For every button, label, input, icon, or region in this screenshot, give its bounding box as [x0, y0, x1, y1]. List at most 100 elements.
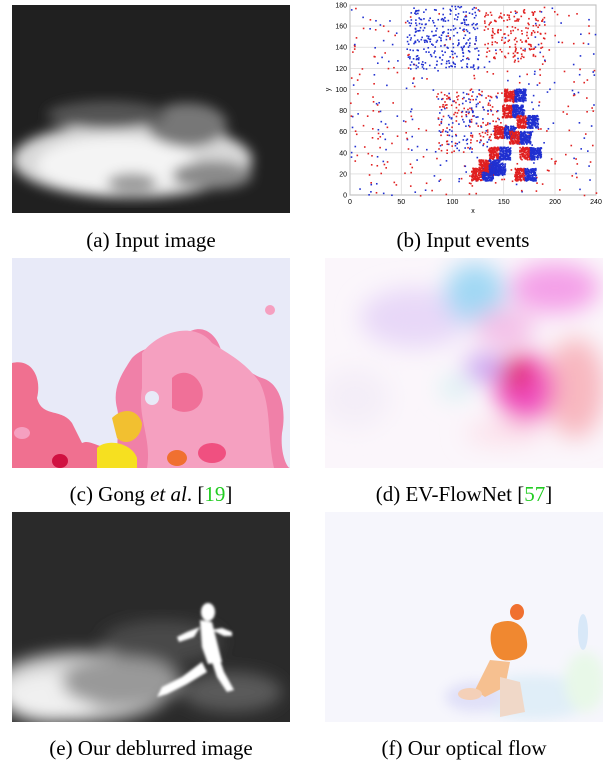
event-point [532, 115, 535, 118]
event-point [515, 179, 517, 182]
event-point [522, 112, 525, 114]
event-point [509, 148, 511, 150]
event-point [512, 112, 515, 115]
event-point [524, 147, 527, 149]
event-point [522, 49, 525, 52]
event-point [493, 147, 496, 150]
event-point [514, 26, 517, 29]
event-point [457, 95, 460, 97]
event-point [426, 35, 428, 37]
event-point [533, 116, 536, 119]
event-point [511, 93, 514, 96]
event-point [536, 120, 539, 123]
event-point [455, 14, 457, 16]
event-point [502, 158, 505, 161]
event-point [518, 91, 520, 94]
event-point [487, 95, 490, 97]
event-point [455, 115, 458, 118]
caption-e-text: (e) Our deblurred image [49, 736, 253, 760]
event-point [503, 178, 506, 181]
event-point [416, 159, 418, 161]
event-point [523, 11, 525, 14]
event-point [501, 167, 504, 169]
event-point [386, 161, 389, 163]
event-point [512, 126, 514, 128]
event-point [529, 131, 532, 133]
deblurred-image-panel [12, 512, 290, 722]
event-point [391, 194, 393, 197]
event-point [434, 150, 437, 153]
event-point [406, 40, 409, 43]
event-point [421, 77, 423, 79]
event-point [529, 141, 532, 143]
event-point [501, 135, 504, 138]
event-point [508, 96, 510, 98]
event-point [502, 146, 505, 149]
event-point [392, 102, 394, 104]
event-point [536, 148, 539, 151]
event-point [477, 50, 480, 52]
event-point [472, 115, 474, 117]
event-point [488, 167, 491, 169]
event-point [478, 54, 480, 57]
event-point [592, 110, 595, 112]
event-point [506, 127, 509, 130]
event-point [374, 55, 376, 58]
event-point [518, 126, 520, 129]
event-point [500, 169, 502, 172]
event-point [419, 29, 421, 32]
event-point [508, 14, 511, 17]
event-point [530, 172, 533, 175]
event-point [473, 6, 476, 9]
event-point [353, 48, 356, 50]
event-point [424, 189, 427, 191]
y-tick-label: 20 [339, 171, 347, 178]
event-point [522, 119, 525, 121]
event-point [429, 17, 431, 20]
event-point [485, 167, 488, 170]
event-point [539, 156, 541, 158]
event-point [484, 175, 486, 177]
event-point [531, 101, 533, 104]
event-point [504, 163, 507, 165]
event-point [479, 139, 482, 141]
event-point [461, 22, 464, 24]
event-point [446, 152, 448, 155]
event-point [521, 125, 524, 127]
event-point [504, 55, 506, 58]
event-point [476, 23, 478, 25]
event-point [440, 45, 442, 47]
event-point [505, 114, 508, 117]
event-point [396, 135, 399, 138]
event-point [589, 161, 592, 163]
event-point [462, 55, 465, 58]
event-point [498, 163, 500, 166]
event-point [446, 46, 449, 49]
event-point [514, 46, 517, 48]
event-point [463, 30, 465, 33]
event-point [515, 96, 518, 99]
event-point [377, 128, 380, 131]
event-point [508, 105, 510, 108]
event-point [441, 144, 443, 146]
event-point [463, 21, 466, 24]
event-point [505, 124, 507, 127]
citation-link-57[interactable]: 57 [524, 482, 546, 506]
event-point [487, 165, 490, 167]
event-point [523, 91, 526, 94]
citation-link-19[interactable]: 19 [204, 482, 226, 506]
event-point [472, 171, 475, 174]
event-point [518, 116, 521, 119]
event-point [534, 17, 537, 20]
event-point [502, 163, 505, 166]
event-point [502, 131, 504, 134]
event-point [518, 174, 521, 177]
event-point [489, 99, 491, 102]
event-point [535, 178, 537, 180]
event-point [495, 52, 498, 55]
event-point [578, 122, 581, 124]
event-point [482, 175, 484, 178]
event-point [528, 134, 530, 137]
event-point [465, 113, 467, 116]
event-point [540, 128, 542, 130]
